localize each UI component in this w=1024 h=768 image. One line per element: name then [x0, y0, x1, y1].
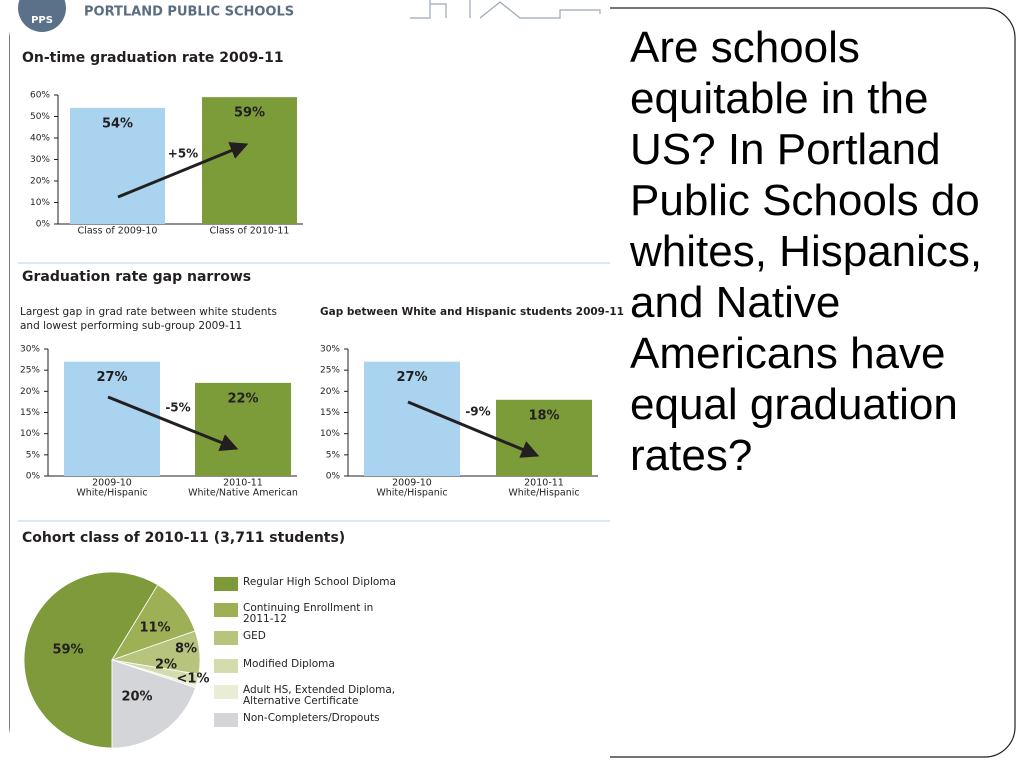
section-title: Graduation rate gap narrows [22, 269, 251, 285]
org-name: PORTLAND PUBLIC SCHOOLS [84, 5, 294, 20]
bar [64, 361, 160, 476]
y-tick-label: 10% [20, 429, 40, 439]
legend-label: Modified Diploma [243, 658, 335, 670]
legend-label: GED [243, 630, 266, 642]
arrow [107, 395, 239, 451]
skyline [410, 0, 601, 19]
y-tick-label: 0% [326, 472, 341, 482]
y-tick-label: 50% [30, 112, 50, 122]
y-tick-label: 20% [20, 387, 40, 397]
legend-swatch [214, 631, 238, 645]
arrow [117, 142, 249, 199]
y-tick-label: 10% [320, 429, 340, 439]
annotation: -5% [165, 401, 190, 415]
x-tick-label: White/Hispanic [76, 488, 147, 499]
x-tick-label: 2010-11 [524, 478, 564, 489]
legend-label: Adult HS, Extended Diploma, Alternative … [243, 684, 396, 707]
x-tick-label: Class of 2009-10 [78, 226, 158, 237]
x-tick-label: White/Native American [188, 488, 298, 499]
y-tick-label: 20% [320, 387, 340, 397]
bar [496, 399, 592, 476]
bar [195, 382, 291, 476]
y-tick-label: 60% [30, 91, 50, 101]
y-tick-label: 0% [36, 220, 51, 230]
y-tick-label: 0% [26, 472, 41, 482]
chart-title: On-time graduation rate 2009-11 [22, 50, 284, 66]
value-label: 20% [121, 690, 152, 705]
legend-swatch [214, 713, 238, 727]
logo [18, 0, 66, 32]
value-label: 59% [52, 643, 83, 658]
pie-slice [23, 571, 159, 749]
x-tick-label: 2009-10 [92, 478, 132, 489]
chart-title: Cohort class of 2010-11 (3,711 students) [22, 530, 345, 546]
x-tick-label: White/Hispanic [376, 488, 447, 499]
y-tick-label: 25% [20, 366, 40, 376]
legend-swatch [214, 577, 238, 591]
y-tick-label: 5% [26, 450, 41, 460]
value-label: 27% [396, 370, 427, 385]
legend-label: Regular High School Diploma [243, 576, 396, 588]
chart-title: Gap between White and Hispanic students … [320, 306, 624, 318]
annotation: +5% [168, 147, 198, 161]
arrow [407, 400, 540, 458]
x-tick-label: Class of 2010-11 [210, 226, 290, 237]
y-tick-label: 30% [320, 345, 340, 355]
annotation: -9% [465, 405, 490, 419]
value-label: 18% [528, 408, 559, 423]
x-tick-label: 2010-11 [223, 478, 263, 489]
value-label: 11% [139, 621, 170, 636]
legend-label: Non-Completers/Dropouts [243, 712, 380, 724]
value-label: 27% [96, 370, 127, 385]
logo-text: PPS [31, 15, 53, 26]
bar [364, 361, 460, 476]
value-label: 22% [227, 391, 258, 406]
value-label: 8% [175, 642, 197, 657]
bar [70, 107, 165, 224]
value-label: 2% [155, 658, 177, 673]
value-label: 54% [102, 116, 133, 131]
pie-slice [111, 659, 197, 749]
y-tick-label: 15% [320, 408, 340, 418]
value-label: 59% [234, 106, 265, 121]
x-tick-label: White/Hispanic [508, 488, 579, 499]
y-tick-label: 15% [20, 408, 40, 418]
y-tick-label: 40% [30, 134, 50, 144]
x-tick-label: 2009-10 [392, 478, 432, 489]
legend-swatch [214, 659, 238, 673]
chart-title: Largest gap in grad rate between white s… [20, 306, 277, 332]
legend-label: Continuing Enrollment in 2011-12 [243, 602, 374, 625]
legend-swatch [214, 685, 238, 699]
bar [202, 97, 297, 224]
y-tick-label: 30% [30, 155, 50, 165]
question: Are schools equitable in the US? In Port… [630, 23, 983, 480]
y-tick-label: 30% [20, 345, 40, 355]
value-label: <1% [177, 672, 210, 687]
y-tick-label: 10% [30, 198, 50, 208]
legend-swatch [214, 603, 238, 617]
y-tick-label: 20% [30, 177, 50, 187]
y-tick-label: 25% [320, 366, 340, 376]
y-tick-label: 5% [326, 450, 341, 460]
